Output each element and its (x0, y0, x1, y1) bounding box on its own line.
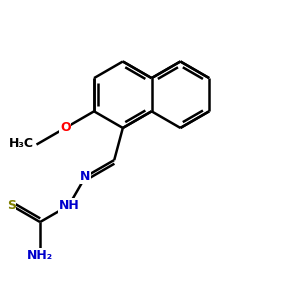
Text: H₃C: H₃C (9, 136, 34, 150)
Text: O: O (60, 122, 70, 134)
Text: N: N (80, 170, 91, 183)
Text: NH: NH (58, 199, 79, 212)
Text: NH₂: NH₂ (27, 249, 53, 262)
Text: S: S (7, 199, 16, 212)
